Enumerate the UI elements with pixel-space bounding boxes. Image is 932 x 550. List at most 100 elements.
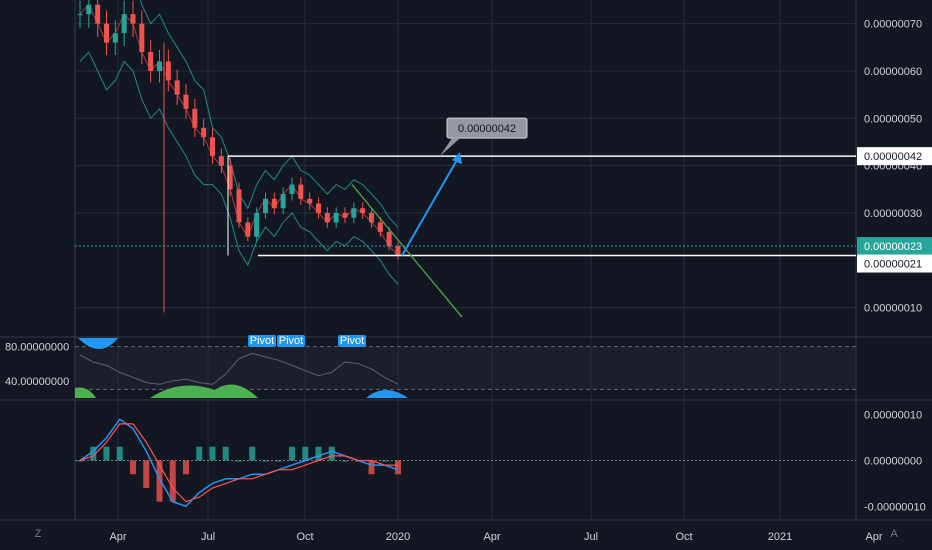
macd-histogram-bar <box>302 446 309 461</box>
x-tick-label: Apr <box>109 531 126 543</box>
trendline[interactable] <box>351 184 463 318</box>
y-tick-label: 0.00000050 <box>864 113 922 125</box>
x-tick-label: Jul <box>584 531 598 543</box>
macd-histogram-bar <box>90 446 97 461</box>
pivot-label: Pivot <box>250 335 274 347</box>
target-callout-pointer <box>440 138 460 157</box>
candle-body[interactable] <box>280 194 286 209</box>
x-tick-label: Oct <box>296 531 313 543</box>
macd-histogram-bar <box>183 460 189 475</box>
candle-body[interactable] <box>130 14 136 24</box>
candle-body[interactable] <box>342 212 348 218</box>
candle-body[interactable] <box>165 61 171 81</box>
candle-body[interactable] <box>227 165 233 190</box>
macd-histogram-bar <box>156 460 163 502</box>
macd-histogram-bar <box>103 446 110 461</box>
candle-body[interactable] <box>183 94 189 109</box>
macd-y-label: -0.00000010 <box>864 501 926 513</box>
candle-body[interactable] <box>174 80 180 95</box>
candle-body[interactable] <box>104 23 109 43</box>
y-tick-label: 0.00000060 <box>864 66 922 78</box>
candle-body[interactable] <box>236 189 242 223</box>
candle-body[interactable] <box>263 198 268 213</box>
oscillator-line[interactable] <box>79 352 399 385</box>
macd-histogram-bar <box>262 460 269 462</box>
macd-histogram-bar <box>143 460 150 488</box>
oscillator-panel[interactable]: 80.00000000 40.00000000 Pivot Pivot Pivot <box>5 335 856 398</box>
oscillator-band-fill <box>75 346 856 390</box>
candle-body[interactable] <box>298 184 304 199</box>
macd-histogram-bar <box>289 446 295 461</box>
candle-body[interactable] <box>377 222 383 232</box>
pane-separators <box>0 0 932 521</box>
macd-histogram-bar <box>328 446 335 461</box>
candle-body[interactable] <box>139 23 145 53</box>
pivot-label: Pivot <box>279 335 303 347</box>
target-callout-label: 0.00000042 <box>458 123 516 135</box>
target-arrow[interactable] <box>401 157 459 257</box>
candle-body[interactable] <box>395 246 401 256</box>
level-high-tag-bg <box>857 147 932 166</box>
overbought-zone <box>78 338 118 349</box>
candle-body[interactable] <box>210 137 215 157</box>
macd-histogram-bar <box>342 460 348 462</box>
candle-body[interactable] <box>95 4 101 24</box>
candle-body[interactable] <box>86 4 92 15</box>
price-axis[interactable]: 0.000000700.000000600.000000500.00000040… <box>857 19 932 514</box>
candle-body[interactable] <box>386 231 392 247</box>
candle-body[interactable] <box>316 203 321 213</box>
timezone-button[interactable]: Z <box>34 528 42 540</box>
candle-body[interactable] <box>157 61 162 71</box>
macd-histogram-bar <box>249 446 256 461</box>
macd-histogram-bar <box>275 460 282 462</box>
time-axis[interactable]: Apr Jul Oct 2020 Apr Jul Oct 2021 Apr <box>109 531 882 543</box>
candle-body[interactable] <box>351 208 357 218</box>
candle-body[interactable] <box>201 127 207 138</box>
x-tick-label: 2020 <box>386 531 410 543</box>
x-tick-label: 2021 <box>768 531 792 543</box>
osc-y-label: 80.00000000 <box>5 342 69 354</box>
candle-body[interactable] <box>245 222 251 237</box>
candle-body[interactable] <box>324 212 330 223</box>
x-tick-label: Oct <box>675 531 692 543</box>
pivot-label: Pivot <box>340 335 364 347</box>
macd-signal-line[interactable] <box>79 423 398 503</box>
candle-body[interactable] <box>333 212 339 223</box>
auto-scale-button[interactable]: A <box>890 528 898 540</box>
price-panel[interactable]: 0.00000042 <box>75 0 856 318</box>
y-tick-label: 0.00000010 <box>864 303 922 315</box>
macd-histogram-bar <box>209 446 216 461</box>
candle-body[interactable] <box>148 52 154 71</box>
grid-lines <box>75 0 856 520</box>
candle-body[interactable] <box>369 212 374 223</box>
current-price-tag: 0.00000023 <box>864 241 922 253</box>
candle-body[interactable] <box>254 212 260 237</box>
x-tick-label: Apr <box>483 531 500 543</box>
macd-histogram-bar <box>116 446 123 461</box>
macd-histogram-bar <box>315 446 322 461</box>
macd-histogram-bar <box>130 460 136 475</box>
candle-body[interactable] <box>218 156 224 166</box>
macd-histogram-bar <box>222 446 229 461</box>
candle-body[interactable] <box>271 198 277 209</box>
pivot-badge[interactable] <box>248 335 276 347</box>
candle-body[interactable] <box>307 198 313 204</box>
candle-body[interactable] <box>289 184 295 195</box>
candle-body[interactable] <box>77 14 83 16</box>
candle-body[interactable] <box>192 108 198 128</box>
x-tick-label: Apr <box>865 531 882 543</box>
osc-y-label: 40.00000000 <box>5 376 69 388</box>
candle-body[interactable] <box>121 14 127 34</box>
y-tick-label: 0.00000030 <box>864 208 922 220</box>
macd-panel[interactable] <box>75 418 856 508</box>
macd-y-label: 0.00000000 <box>864 456 922 468</box>
pivot-badge[interactable] <box>277 335 305 347</box>
pivot-badge[interactable] <box>338 335 366 347</box>
target-callout[interactable] <box>446 117 528 139</box>
signal-zone <box>366 390 408 398</box>
y-tick-label: 0.00000070 <box>864 19 922 31</box>
candle-body[interactable] <box>360 208 366 213</box>
level-low-tag: 0.00000021 <box>864 259 922 271</box>
candle-body[interactable] <box>112 33 118 43</box>
